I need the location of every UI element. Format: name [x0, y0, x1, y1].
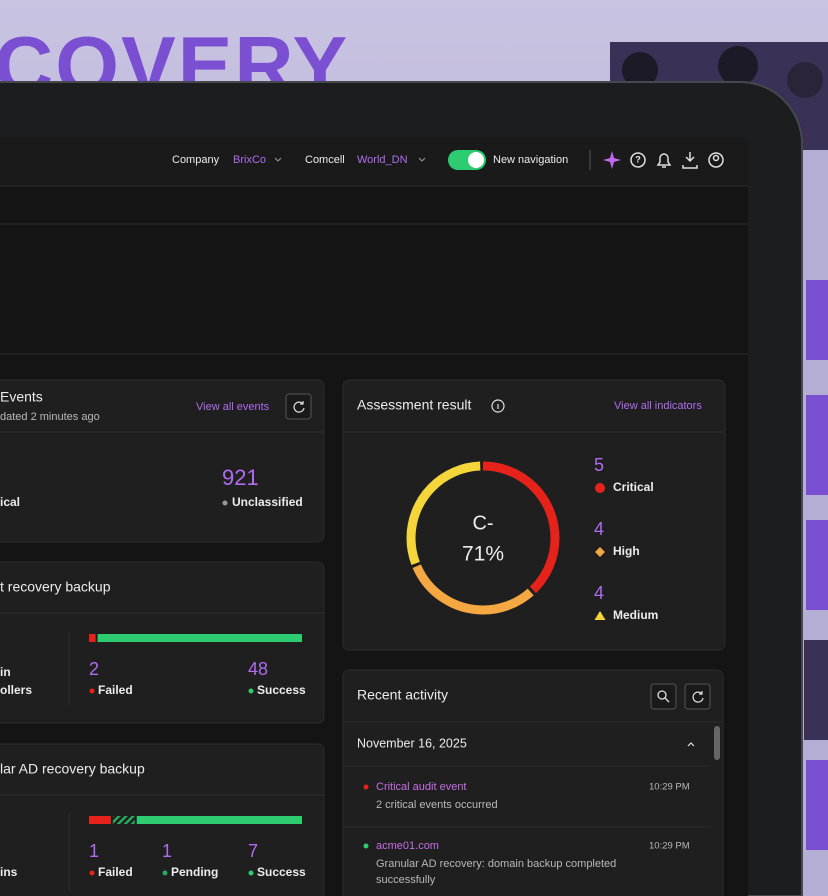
- activity-title[interactable]: acme01.com: [376, 840, 439, 852]
- chevron: [418, 157, 426, 162]
- donut-segment: [406, 461, 560, 615]
- status-bullet: [89, 688, 95, 694]
- donut-segment: [406, 461, 560, 615]
- status-count: 2: [89, 659, 99, 679]
- activity-detail: Granular AD recovery: domain backup comp…: [376, 858, 616, 870]
- card-title: t recovery backup: [0, 579, 111, 595]
- critical-label: ical: [0, 495, 20, 509]
- score: 71%: [462, 543, 504, 566]
- comcell-label: Comcell: [305, 154, 345, 166]
- granular-status: 1 Failed 1 Pending 7 Success ins: [0, 816, 306, 879]
- card-title: lar AD recovery backup: [0, 761, 145, 777]
- level-label: Medium: [613, 608, 658, 622]
- status-bullet: [162, 870, 168, 876]
- chevron: [274, 157, 282, 162]
- activity-detail: 2 critical events occurred: [376, 799, 498, 811]
- card-subtitle: dated 2 minutes ago: [0, 411, 100, 423]
- bell-icon[interactable]: [656, 153, 672, 168]
- bullet: [222, 500, 228, 506]
- events-card: [0, 379, 325, 543]
- status-bullet: [89, 870, 95, 876]
- comcell-select[interactable]: World_DN: [357, 154, 408, 166]
- grade: C-: [472, 512, 493, 534]
- activity-detail: successfully: [376, 874, 436, 886]
- background-photo: [610, 42, 828, 896]
- left-label: ollers: [0, 683, 32, 697]
- status-bar-segment: [136, 816, 302, 824]
- status-bar-segment: [112, 816, 135, 824]
- level-count: 5: [594, 455, 604, 475]
- card-title: Assessment result: [357, 397, 471, 413]
- unclassified-count: 921: [222, 465, 259, 490]
- collapse-icon[interactable]: [687, 742, 695, 747]
- level-label: Critical: [613, 480, 654, 494]
- activity-card: [342, 669, 724, 896]
- backup-card: [0, 561, 325, 724]
- top-bar: [0, 137, 748, 186]
- left-label: ins: [0, 865, 18, 879]
- status-count: 7: [248, 841, 258, 861]
- card-title: Recent activity: [357, 687, 448, 703]
- donut: [406, 461, 560, 615]
- info-icon[interactable]: [491, 399, 505, 413]
- status-label: Success: [257, 865, 306, 879]
- help-icon[interactable]: ?: [630, 152, 646, 168]
- company-label: Company: [172, 154, 220, 166]
- status-bar-segment: [97, 634, 302, 642]
- status-count: 48: [248, 659, 268, 679]
- left-label: in: [0, 665, 11, 679]
- level-icon: [595, 483, 605, 493]
- donut-segment: [406, 461, 560, 615]
- company-select[interactable]: BrixCo: [233, 154, 266, 166]
- activity-time: 10:29 PM: [649, 841, 690, 852]
- download-icon[interactable]: [682, 152, 698, 169]
- refresh-button[interactable]: [684, 683, 711, 710]
- activity-time: 10:29 PM: [649, 782, 690, 793]
- legend: 5 Critical 4 High 4 Medium: [594, 455, 658, 622]
- activity-bullet: [363, 784, 369, 790]
- view-all-events-link[interactable]: View all events: [196, 401, 270, 413]
- assessment-card: [342, 379, 726, 651]
- view-all-indicators-link[interactable]: View all indicators: [614, 400, 702, 412]
- level-count: 4: [594, 519, 604, 539]
- status-label: Success: [257, 683, 306, 697]
- ai-icon[interactable]: [603, 151, 621, 169]
- status-label: Failed: [98, 683, 133, 697]
- status-label: Failed: [98, 865, 133, 879]
- svg-text:?: ?: [635, 154, 641, 164]
- level-count: 4: [594, 583, 604, 603]
- level-label: High: [613, 544, 640, 558]
- level-icon: [595, 547, 605, 557]
- level-icon: [594, 611, 606, 620]
- activity-bullet: [363, 843, 369, 849]
- activity-title[interactable]: Critical audit event: [376, 781, 467, 793]
- search-button[interactable]: [650, 683, 677, 710]
- status-bullet: [248, 870, 254, 876]
- status-bullet: [248, 688, 254, 694]
- card-title: Events: [0, 389, 43, 405]
- date-group: November 16, 2025: [357, 736, 467, 750]
- toggle[interactable]: [448, 150, 486, 170]
- user-icon[interactable]: [708, 152, 724, 168]
- status-label: Pending: [171, 865, 218, 879]
- activity-list: Critical audit event 10:29 PM 2 critical e…: [343, 781, 711, 886]
- toggle-label: New navigation: [493, 154, 568, 166]
- status-count: 1: [89, 841, 99, 861]
- status-bar-segment: [89, 816, 111, 824]
- refresh-button[interactable]: [285, 393, 312, 420]
- scrollbar[interactable]: [714, 726, 720, 760]
- status-bar-segment: [89, 634, 96, 642]
- backup-status: 2 Failed 48 Success in ollers: [0, 634, 306, 697]
- status-count: 1: [162, 841, 172, 861]
- unclassified-label: Unclassified: [232, 495, 303, 509]
